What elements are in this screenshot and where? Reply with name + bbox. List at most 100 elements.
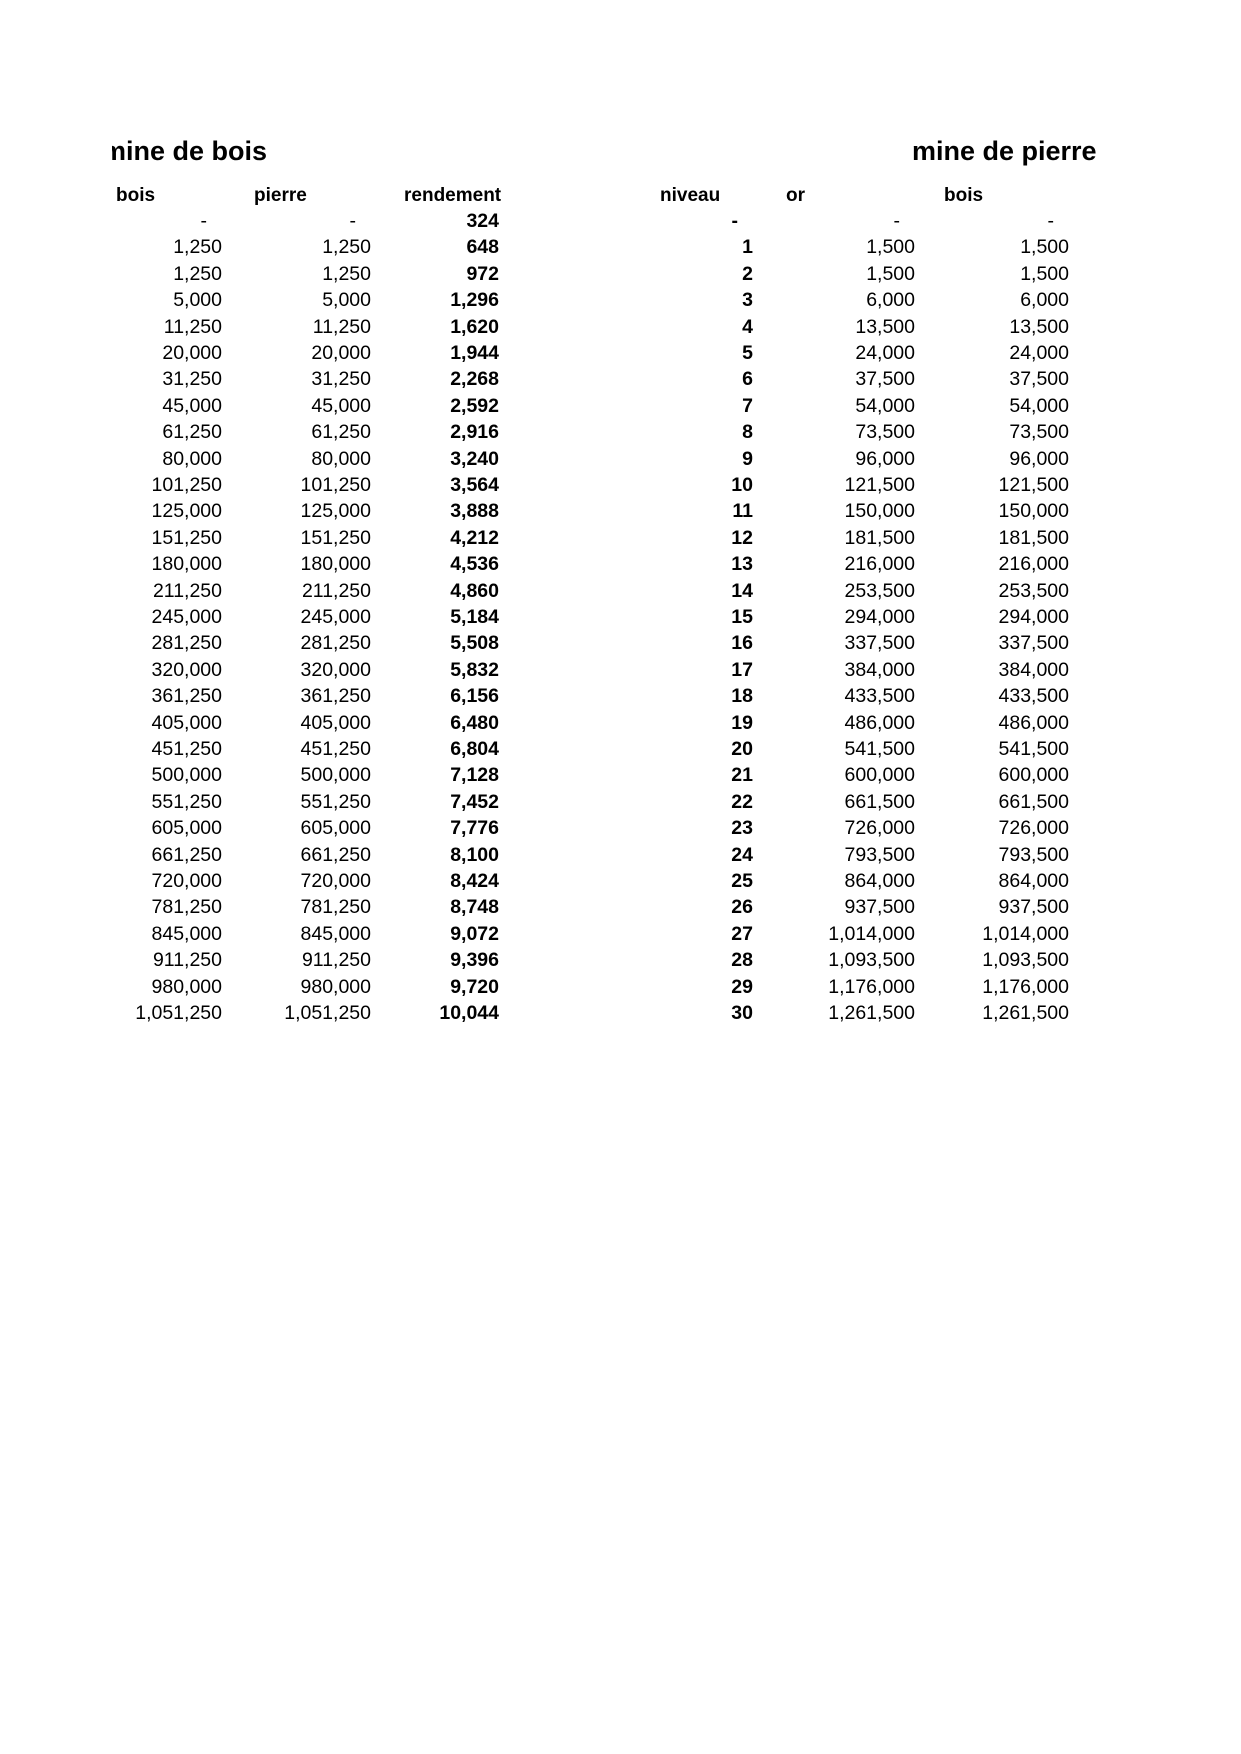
- cell-bois: 281,250: [151, 632, 223, 655]
- cell-bois: 980,000: [151, 975, 223, 998]
- cell-or: 54,000: [855, 394, 915, 417]
- cell-bois: 211,250: [152, 579, 222, 602]
- cell-or: 150,000: [844, 500, 916, 523]
- cell-bois: 20,000: [162, 342, 222, 364]
- cell-or: 1,500: [866, 262, 915, 285]
- cell-bois: 1,250: [173, 262, 222, 285]
- cell-niveau: 26: [731, 896, 753, 919]
- cell-or: 864,000: [844, 870, 916, 892]
- cell-niveau: 17: [731, 658, 753, 681]
- cell-or: 6,000: [866, 289, 915, 312]
- cell-or: 384,000: [844, 658, 916, 681]
- cell-rendement: 3,240: [450, 447, 499, 470]
- cell-pierre: 31,250: [311, 368, 371, 391]
- cell-pierre: 281,250: [300, 632, 372, 655]
- cell-niveau: 10: [731, 474, 753, 496]
- cell-pierre: 211,250: [301, 579, 371, 602]
- cell-bois-2: 1,261,500: [982, 1002, 1069, 1024]
- cell-niveau: 16: [731, 632, 753, 655]
- cell-bois-2: 13,500: [1009, 315, 1069, 338]
- cell-niveau: 14: [731, 579, 753, 602]
- cell-rendement: 5,832: [450, 658, 499, 681]
- cell-or: 937,500: [844, 896, 916, 919]
- cell-bois-2: 1,500: [1020, 236, 1069, 259]
- cell-bois: 101,250: [151, 474, 223, 496]
- cell-rendement: 7,128: [450, 764, 499, 787]
- cell-rendement: 4,536: [450, 553, 499, 576]
- cell-bois: -: [200, 210, 208, 232]
- cell-niveau: 8: [742, 421, 753, 444]
- cell-pierre: 500,000: [300, 764, 372, 787]
- cell-bois-2: -: [1047, 210, 1055, 232]
- cell-rendement: 972: [466, 262, 499, 285]
- cell-or: 600,000: [844, 764, 916, 787]
- cell-or: 1,500: [866, 236, 915, 259]
- cell-bois-2: 1,500: [1020, 262, 1069, 285]
- cell-rendement: 1,620: [450, 315, 499, 338]
- cell-pierre: 1,250: [322, 262, 371, 285]
- cell-rendement: 8,424: [450, 870, 499, 892]
- cell-pierre: 781,250: [300, 896, 372, 919]
- cell-bois: 45,000: [162, 394, 222, 417]
- cell-or: -: [893, 210, 901, 232]
- cell-pierre: 11,250: [312, 315, 371, 338]
- cell-rendement: 6,480: [450, 711, 499, 734]
- cell-or: 24,000: [855, 342, 915, 364]
- cell-bois-2: 864,000: [998, 870, 1070, 892]
- cell-bois-2: 54,000: [1009, 394, 1069, 417]
- cell-bois-2: 1,093,500: [982, 949, 1069, 972]
- cell-niveau: 22: [731, 790, 753, 813]
- cell-bois: 605,000: [151, 817, 223, 840]
- cell-pierre: 245,000: [300, 606, 372, 628]
- cell-or: 433,500: [844, 685, 916, 708]
- cell-niveau: 2: [742, 262, 753, 285]
- cell-rendement: 7,776: [450, 817, 499, 840]
- cell-bois: 500,000: [151, 764, 223, 787]
- cell-niveau: 13: [731, 553, 753, 576]
- cell-rendement: 648: [466, 236, 499, 259]
- cell-or: 1,261,500: [828, 1002, 915, 1024]
- cell-bois-2: 793,500: [998, 843, 1070, 866]
- cell-rendement: 9,072: [450, 922, 499, 945]
- cell-bois-2: 661,500: [998, 790, 1070, 813]
- cell-niveau: 23: [731, 817, 753, 840]
- cell-rendement: 3,564: [450, 474, 499, 496]
- cell-pierre: 451,250: [300, 738, 372, 760]
- cell-or: 1,014,000: [828, 922, 915, 945]
- cell-pierre: 151,250: [300, 526, 372, 549]
- cell-pierre: 5,000: [322, 289, 371, 312]
- cell-niveau: 6: [742, 368, 753, 391]
- cell-pierre: 61,250: [311, 421, 371, 444]
- cell-or: 1,093,500: [828, 949, 915, 972]
- cell-bois: 31,250: [162, 368, 222, 391]
- cell-bois: 125,000: [151, 500, 223, 523]
- cell-rendement: 6,156: [450, 685, 499, 708]
- cell-or: 216,000: [844, 553, 916, 576]
- cell-bois-2: 96,000: [1009, 447, 1069, 470]
- cell-pierre: 980,000: [300, 975, 372, 998]
- cell-pierre: 45,000: [311, 394, 371, 417]
- cell-bois: 720,000: [151, 870, 223, 892]
- cell-bois: 361,250: [151, 685, 223, 708]
- cell-pierre: 125,000: [300, 500, 372, 523]
- cell-bois: 320,000: [151, 658, 223, 681]
- cell-pierre: 1,250: [322, 236, 371, 259]
- cell-bois: 661,250: [151, 843, 223, 866]
- left-table-title: mine de bois: [112, 134, 312, 168]
- header-pierre: pierre: [254, 185, 307, 206]
- cell-niveau: 12: [731, 526, 753, 549]
- header-rendement: rendement: [404, 185, 502, 206]
- cell-rendement: 8,748: [450, 896, 499, 919]
- cell-bois-2: 73,500: [1009, 421, 1069, 444]
- cell-rendement: 2,268: [450, 368, 499, 391]
- cell-pierre: 405,000: [300, 711, 372, 734]
- cell-bois-2: 294,000: [998, 606, 1070, 628]
- cell-bois-2: 541,500: [998, 738, 1070, 760]
- cell-bois-2: 337,500: [998, 632, 1070, 655]
- cell-bois: 61,250: [162, 421, 222, 444]
- cell-bois-2: 24,000: [1009, 342, 1069, 364]
- cell-or: 541,500: [844, 738, 916, 760]
- cell-pierre: 320,000: [300, 658, 372, 681]
- cell-niveau: 28: [731, 949, 753, 972]
- cell-pierre: -: [349, 210, 357, 232]
